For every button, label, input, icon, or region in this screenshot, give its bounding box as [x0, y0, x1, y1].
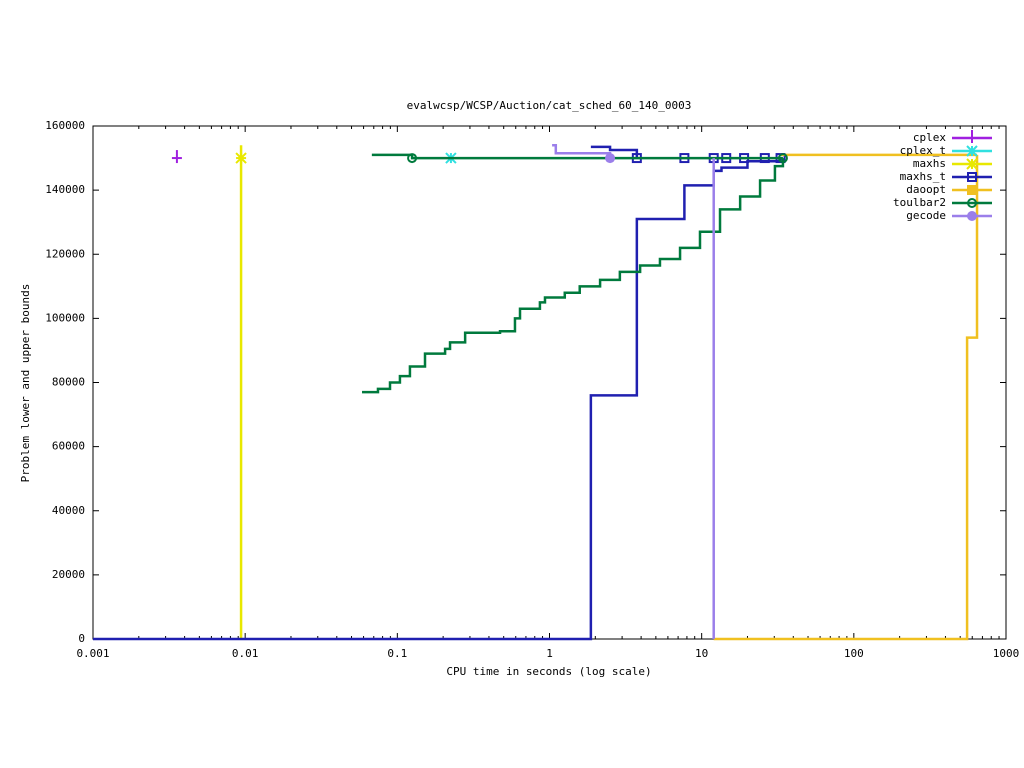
marker	[777, 153, 788, 164]
y-tick-label: 60000	[52, 440, 85, 453]
legend-label: cplex_t	[900, 144, 946, 157]
marker	[967, 198, 977, 208]
y-tick-label: 0	[78, 632, 85, 645]
x-tick-label: 0.01	[232, 647, 259, 660]
chart-title: evalwcsp/WCSP/Auction/cat_sched_60_140_0…	[407, 99, 692, 112]
marker	[967, 130, 977, 143]
marker-stroke	[966, 145, 978, 157]
marker-shape	[967, 172, 977, 182]
series-line	[362, 158, 785, 394]
series-line	[713, 154, 979, 641]
marker-shape	[605, 153, 616, 164]
marker-stroke	[235, 152, 247, 164]
y-tick-label: 20000	[52, 568, 85, 581]
x-tick-label: 10	[695, 647, 708, 660]
marker-shape	[777, 153, 788, 164]
marker	[966, 158, 978, 170]
legend-label: cplex	[913, 131, 946, 144]
series-line	[371, 153, 783, 160]
marker-stroke	[966, 158, 978, 170]
legend-label: maxhs	[913, 157, 946, 170]
x-axis-label: CPU time in seconds (log scale)	[446, 665, 651, 678]
y-tick-label: 120000	[45, 247, 85, 260]
marker-shape	[967, 211, 977, 221]
x-tick-label: 0.1	[387, 647, 407, 660]
marker-shape	[967, 198, 977, 208]
legend-label: toulbar2	[893, 196, 946, 209]
legend-label: gecode	[906, 209, 946, 222]
marker	[967, 185, 977, 195]
legend-label: maxhs_t	[900, 170, 946, 183]
marker	[966, 145, 978, 157]
marker	[407, 153, 418, 164]
legend-label: daoopt	[906, 183, 946, 196]
marker	[967, 211, 977, 221]
marker	[171, 150, 182, 164]
y-axis-label: Problem lower and upper bounds	[19, 284, 32, 483]
marker	[605, 153, 616, 164]
x-tick-label: 1000	[993, 647, 1020, 660]
series-line	[590, 145, 639, 159]
x-tick-label: 0.001	[76, 647, 109, 660]
plot-frame	[92, 125, 1007, 640]
marker	[235, 152, 247, 164]
x-tick-label: 100	[844, 647, 864, 660]
y-tick-label: 100000	[45, 311, 85, 324]
y-tick-label: 160000	[45, 119, 85, 132]
y-tick-label: 140000	[45, 183, 85, 196]
y-tick-label: 80000	[52, 376, 85, 389]
series-line	[93, 158, 782, 641]
marker-shape	[407, 153, 418, 164]
x-tick-label: 1	[546, 647, 553, 660]
marker	[967, 172, 977, 182]
marker-shape	[967, 185, 977, 195]
y-tick-label: 40000	[52, 504, 85, 517]
